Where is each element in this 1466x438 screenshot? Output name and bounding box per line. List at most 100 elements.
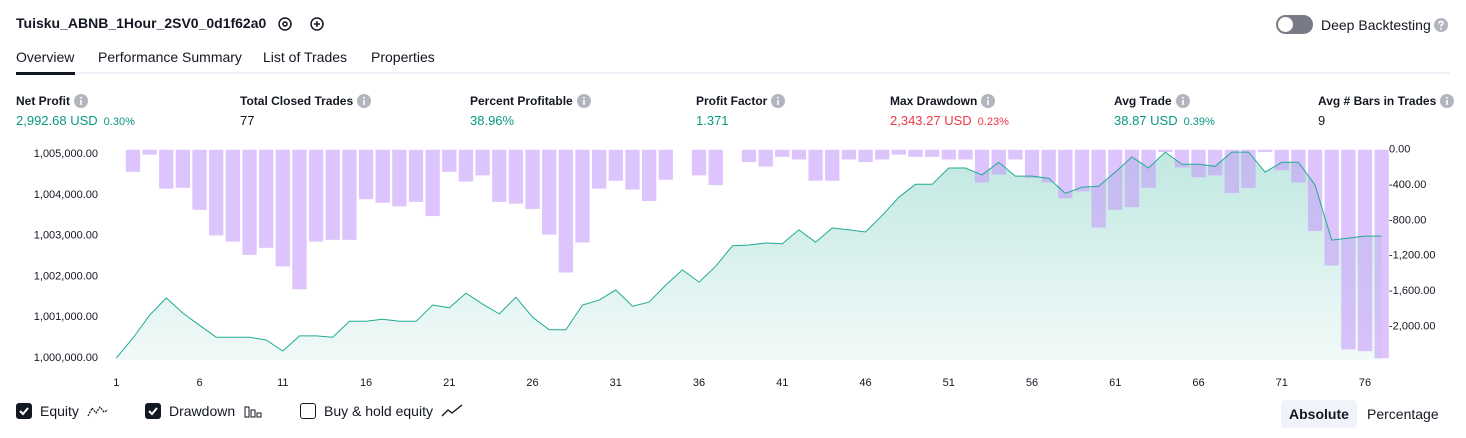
drawdown-bar [1224, 149, 1239, 194]
tab[interactable]: Overview [16, 49, 75, 65]
drawdown-bar [908, 149, 923, 157]
metric-label: Percent Profitable [470, 94, 591, 108]
x-tick-label: 16 [360, 377, 372, 389]
drawdown-bar [1341, 149, 1356, 350]
tab[interactable]: List of Trades [263, 49, 348, 65]
view-option[interactable]: Absolute [1281, 400, 1357, 428]
drawdown-bar [525, 149, 540, 209]
strategy-title: Tuisku_ABNB_1Hour_2SV0_0d1f62a0 [16, 15, 267, 31]
drawdown-bar [192, 149, 207, 210]
legend-icon [87, 405, 109, 417]
metric-value-row: 2,992.68 USD 0.30% [16, 113, 135, 128]
info-icon[interactable] [357, 94, 372, 108]
drawdown-bar [1158, 149, 1173, 152]
drawdown-bar [924, 149, 940, 157]
drawdown-bar [342, 149, 357, 240]
info-icon[interactable] [981, 94, 996, 108]
drawdown-bar [758, 149, 773, 167]
drawdown-bar [325, 149, 340, 240]
drawdown-bar [1074, 149, 1090, 192]
y-tick-label: 1,003,000.00 [34, 230, 98, 242]
drawdown-bar [558, 149, 574, 273]
tab[interactable]: Properties [371, 49, 435, 65]
y-tick-label: 1,000,000.00 [34, 352, 98, 364]
metric-value: 38.96% [470, 113, 515, 128]
metric-name: Total Closed Trades [240, 94, 354, 108]
help-icon[interactable] [1433, 17, 1449, 33]
metric-value-row: 1.371 [696, 113, 729, 128]
metric-value-row: 38.96% [470, 113, 514, 128]
legend-label: Drawdown [169, 403, 236, 419]
drawdown-bar [392, 149, 407, 207]
drawdown-bar [1141, 149, 1156, 188]
metric-name: Profit Factor [696, 94, 768, 108]
legend-label: Equity [40, 403, 79, 419]
legend-toggle[interactable]: Buy & hold equity [300, 403, 463, 419]
drawdown-bar [775, 149, 790, 157]
x-tick-label: 76 [1359, 377, 1371, 389]
x-tick-label: 21 [443, 377, 455, 389]
metric-name: Net Profit [16, 94, 70, 108]
drawdown-bar [841, 149, 857, 160]
view-option[interactable]: Percentage [1367, 406, 1439, 422]
y2-tick-label: -800.00 [1389, 214, 1426, 226]
tab-separator [16, 72, 1450, 74]
drawdown-bar [941, 149, 956, 160]
legend-toggle[interactable]: Drawdown [145, 403, 265, 419]
legend-icon [441, 404, 463, 417]
metric-value-row: 2,343.27 USD 0.23% [890, 113, 1009, 128]
drawdown-bar [808, 149, 823, 181]
drawdown-bar [292, 149, 307, 290]
y-tick-label: 1,001,000.00 [34, 311, 98, 323]
drawdown-bar [1191, 149, 1206, 178]
active-tab-underline [16, 72, 75, 75]
info-icon[interactable] [576, 94, 591, 108]
drawdown-bar [508, 149, 524, 204]
y2-tick-label: -1,200.00 [1389, 250, 1435, 262]
drawdown-bar [691, 149, 707, 176]
x-tick-label: 66 [1192, 377, 1204, 389]
info-icon[interactable] [771, 94, 786, 108]
chart: 1,000,000.00 1,001,000.00 1,002,000.00 1,00… [34, 144, 1436, 389]
drawdown-bar [242, 149, 257, 255]
metric-label: Avg # Bars in Trades [1318, 94, 1455, 108]
metric-label: Profit Factor [696, 94, 786, 108]
y2-tick-label: -400.00 [1389, 179, 1426, 191]
drawdown-bar [858, 149, 873, 163]
metric-value: 77 [240, 113, 255, 128]
metric-value: 2,343.27 USD [890, 113, 972, 128]
drawdown-bar [575, 149, 590, 243]
drawdown-bar [408, 149, 424, 202]
drawdown-bar [791, 149, 807, 160]
drawdown-bar [1357, 149, 1373, 352]
drawdown-bar [625, 149, 640, 190]
tab[interactable]: Performance Summary [98, 49, 242, 65]
legend-icon [244, 406, 262, 418]
drawdown-bar [658, 149, 673, 180]
checkbox [16, 403, 32, 419]
metric-value: 38.87 USD [1114, 113, 1178, 128]
drawdown-bar [275, 149, 290, 267]
x-tick-label: 61 [1109, 377, 1121, 389]
metric-value-row: 77 [240, 113, 254, 128]
drawdown-bar [1041, 149, 1056, 183]
drawdown-bar [375, 149, 390, 203]
x-tick-label: 36 [693, 377, 705, 389]
drawdown-bar [825, 149, 840, 181]
info-icon[interactable] [74, 94, 88, 108]
info-icon[interactable] [1440, 94, 1455, 108]
x-tick-label: 1 [113, 377, 119, 389]
drawdown-bar [641, 149, 657, 201]
drawdown-bar [259, 149, 274, 248]
drawdown-bar [1291, 149, 1306, 183]
drawdown-bar [741, 149, 757, 163]
deep-backtesting-switch[interactable] [1276, 15, 1313, 34]
info-icon[interactable] [1175, 94, 1190, 108]
drawdown-bar [159, 149, 174, 189]
legend-toggle[interactable]: Equity [16, 403, 109, 419]
drawdown-bar [1124, 149, 1140, 208]
metric-label: Net Profit [16, 94, 88, 108]
metric-label: Max Drawdown [890, 94, 996, 108]
metric-value: 2,992.68 USD [16, 113, 98, 128]
